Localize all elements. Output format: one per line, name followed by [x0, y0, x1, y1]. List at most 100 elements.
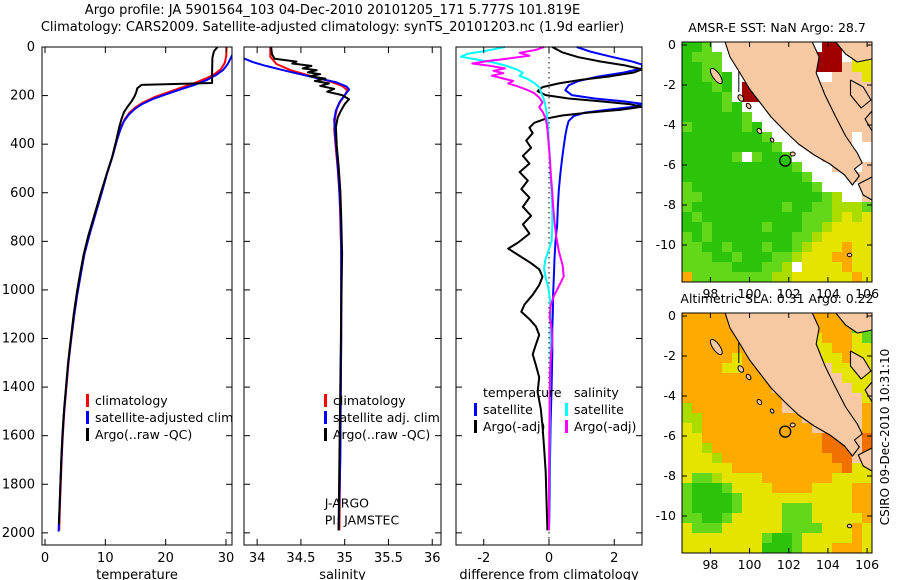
legend: temperature satellite Argo(-adj) salinity sa… — [474, 385, 636, 434]
map-y-tick-label: 0 — [668, 37, 676, 52]
axis-ticks — [244, 46, 441, 545]
axes-box — [41, 46, 233, 546]
map-y-tick-label: -4 — [664, 388, 677, 403]
island-outline — [789, 151, 796, 157]
x-tick-label: 20 — [157, 551, 174, 566]
x-tick-label: 10 — [97, 551, 114, 566]
sla-map-title: Altimetric SLA: 0.31 Argo: 0.22 — [680, 291, 874, 306]
axes-box — [243, 46, 442, 546]
y-tick-label: 200 — [10, 89, 35, 104]
island-outline — [737, 365, 745, 373]
legend-label: Argo(-adj) — [574, 419, 636, 434]
coastline — [724, 42, 863, 186]
y-tick-label: 0 — [27, 40, 35, 55]
land-area — [835, 42, 872, 62]
land-area — [865, 111, 872, 131]
salinity-profile-panel: 34 34.5 35 35.5 36 salinity climatology satelli… — [243, 46, 442, 580]
coastline — [849, 79, 872, 109]
coastline — [857, 176, 872, 201]
map-x-tick-label: 102 — [777, 286, 801, 301]
coastline — [864, 381, 872, 403]
map-x-tick-label: 106 — [855, 557, 879, 572]
island-outline — [769, 408, 775, 414]
x-tick-label: 35.5 — [374, 551, 403, 566]
figure-title-line1: Argo profile: JA 5901564_103 04-Dec-2010… — [84, 3, 581, 18]
x-tick-label: 34.5 — [286, 551, 315, 566]
legend-swatch — [86, 411, 89, 424]
series-group — [244, 46, 351, 531]
x-tick-label: 2 — [610, 551, 618, 566]
x-tick-label: -2 — [477, 551, 490, 566]
series-temperature-argo — [507, 46, 642, 531]
coastline — [835, 313, 872, 334]
legend-label: satellite — [483, 402, 533, 417]
coastline — [835, 42, 872, 63]
sst-map-panel: 98 100 102 104 106 0 -2 -4 -6 -8 -10 — [656, 37, 880, 301]
series-argo-raw — [57, 46, 219, 525]
map-content — [682, 42, 872, 282]
map-y-tick-label: -10 — [656, 508, 676, 523]
legend-swatch — [474, 420, 477, 433]
series-satellite-adjusted-climatology — [57, 53, 232, 532]
y-tick-label: 800 — [10, 234, 35, 249]
map-x-tick-label: 98 — [702, 286, 718, 301]
series-climatology — [58, 46, 228, 531]
legend-label: Argo(..raw -QC) — [333, 427, 430, 442]
x-axis-label: difference from climatology — [459, 568, 639, 580]
coastline — [849, 350, 872, 380]
legend-header: temperature — [483, 385, 562, 400]
legend-swatch — [324, 394, 327, 407]
coastline — [864, 110, 872, 132]
legend-swatch — [324, 411, 327, 424]
legend-swatch — [86, 428, 89, 441]
legend-swatch — [474, 403, 477, 416]
legend-swatch — [86, 394, 89, 407]
x-tick-label: 30 — [218, 551, 235, 566]
coastline — [857, 447, 872, 472]
island-outline — [745, 102, 752, 110]
y-tick-label: 1800 — [2, 477, 35, 492]
land-area — [865, 382, 872, 402]
legend-label: climatology — [95, 393, 168, 408]
legend-swatch — [565, 403, 568, 416]
land-area — [725, 313, 863, 456]
legend-label: satellite-adjusted climatology — [95, 410, 281, 425]
x-axis-label: temperature — [96, 568, 178, 580]
map-y-tick-label: -2 — [664, 348, 676, 363]
annotation-text: PI: JAMSTEC — [325, 513, 400, 528]
temperature-profile-panel: 0 10 20 30 0 200 400 600 800 1000 1200 1400 1600 1800… — [2, 40, 281, 580]
sla-map-panel: 98 100 102 104 106 0 -2 -4 -6 -8 -10 — [656, 308, 880, 572]
axis-ticks — [456, 46, 642, 545]
series-group — [459, 46, 642, 531]
float-position-marker — [779, 425, 792, 438]
island-outline — [737, 94, 745, 102]
map-x-tick-label: 100 — [738, 557, 762, 572]
map-y-tick-label: -10 — [656, 237, 676, 252]
map-y-tick-label: -2 — [664, 77, 676, 92]
island-outline — [745, 373, 752, 381]
float-position-marker — [779, 154, 792, 167]
series-argo-raw — [270, 46, 351, 531]
legend-label: satellite — [574, 402, 624, 417]
island-outline — [709, 67, 723, 85]
map-x-tick-label: 104 — [816, 286, 840, 301]
series-group — [57, 46, 232, 532]
y-tick-label: 1400 — [2, 380, 35, 395]
map-ticks — [682, 42, 872, 282]
map-frame — [681, 312, 873, 554]
y-tick-label: 400 — [10, 137, 35, 152]
annotation-text: J-ARGO — [324, 496, 369, 511]
y-tick-label: 1000 — [2, 283, 35, 298]
legend-label: Argo(-adj) — [483, 419, 545, 434]
axis-ticks — [42, 46, 232, 545]
island-outline — [846, 523, 853, 529]
map-x-tick-label: 104 — [816, 557, 840, 572]
series-salinity-argo — [471, 46, 565, 531]
map-y-tick-label: -8 — [664, 468, 677, 483]
map-ticks — [682, 313, 872, 553]
island-outline — [709, 338, 723, 356]
legend-label: climatology — [333, 393, 406, 408]
map-x-tick-label: 106 — [855, 286, 879, 301]
x-tick-label: 0 — [41, 551, 49, 566]
